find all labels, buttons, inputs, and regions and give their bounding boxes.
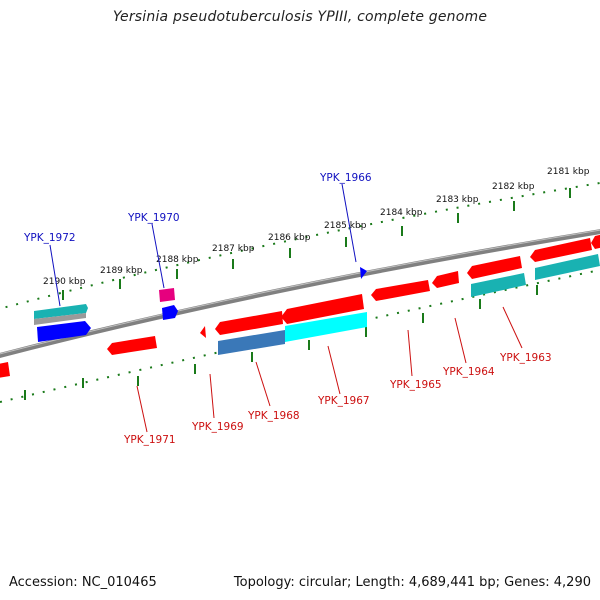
gene-label-ypk-1966: YPK_1966	[319, 172, 372, 184]
tick-label-2190: 2190 kbp	[43, 277, 86, 287]
feature-ypk-1963-red	[467, 256, 522, 279]
map-title: Yersinia pseudotuberculosis YPIII, compl…	[112, 9, 488, 25]
feature-ypk-1963-teal	[471, 273, 526, 297]
gene-label-ypk-1970: YPK_1970	[127, 212, 180, 224]
feature-ypk-1968	[218, 330, 285, 355]
genome-backbone	[0, 229, 600, 358]
feature-ypk-1972-cyan	[34, 304, 88, 319]
feature-ypk-1970-magenta	[159, 288, 175, 302]
feature-ypk-1972-blue	[37, 321, 91, 342]
feature-ypk-1969	[215, 311, 283, 335]
gene-label-ypk-1968: YPK_1968	[247, 410, 300, 422]
feature-ypk-1967-cyan	[285, 312, 367, 342]
feature-ypk-1970-blue	[162, 305, 178, 320]
tick-label-2189: 2189 kbp	[100, 266, 143, 276]
feature-ypk-1966-blue	[360, 267, 367, 279]
feature-ypk-1971	[107, 336, 157, 355]
gene-labels-top: YPK_1972 YPK_1970 YPK_1966	[23, 172, 372, 244]
genome-summary-text: Topology: circular; Length: 4,689,441 bp…	[233, 575, 591, 590]
tick-label-2181: 2181 kbp	[547, 167, 590, 177]
tick-label-2187: 2187 kbp	[212, 244, 255, 254]
tick-label-2185: 2185 kbp	[324, 221, 367, 231]
feature-ypk-1964	[432, 271, 459, 288]
outer-major-ticks	[62, 188, 571, 300]
tick-label-2188: 2188 kbp	[156, 255, 199, 265]
gene-label-ypk-1967: YPK_1967	[317, 395, 370, 407]
feature-ypk-1962-red	[530, 238, 592, 262]
feature-ypk-1962-teal	[535, 254, 600, 280]
gene-label-ypk-1972: YPK_1972	[23, 232, 76, 244]
feature-ypk-1972-grey	[34, 313, 86, 325]
label-leaders-bottom	[136, 306, 523, 433]
accession-text: Accession: NC_010465	[9, 575, 157, 590]
tick-label-2184: 2184 kbp	[380, 208, 423, 218]
feature-red-small-arrow	[200, 326, 206, 338]
gene-label-ypk-1965: YPK_1965	[389, 379, 442, 391]
feature-red-right-edge	[591, 234, 600, 249]
tick-label-2182: 2182 kbp	[492, 182, 535, 192]
feature-red-left-edge	[0, 362, 10, 378]
label-leaders-top	[49, 183, 357, 307]
tick-label-2183: 2183 kbp	[436, 195, 479, 205]
scale-labels: 2190 kbp 2189 kbp 2188 kbp 2187 kbp 2186…	[43, 167, 590, 287]
reverse-strand-features	[0, 234, 600, 378]
gene-label-ypk-1969: YPK_1969	[191, 421, 244, 433]
feature-ypk-1967-red	[281, 294, 364, 324]
forward-strand-features	[34, 267, 367, 342]
feature-ypk-1965	[371, 280, 430, 301]
tick-label-2186: 2186 kbp	[268, 233, 311, 243]
inner-major-ticks	[24, 285, 538, 400]
gene-label-ypk-1971: YPK_1971	[123, 434, 176, 446]
gene-label-ypk-1963: YPK_1963	[499, 352, 552, 364]
gene-label-ypk-1964: YPK_1964	[442, 366, 495, 378]
gene-labels-bottom: YPK_1971 YPK_1969 YPK_1968 YPK_1967 YPK_…	[123, 352, 552, 446]
